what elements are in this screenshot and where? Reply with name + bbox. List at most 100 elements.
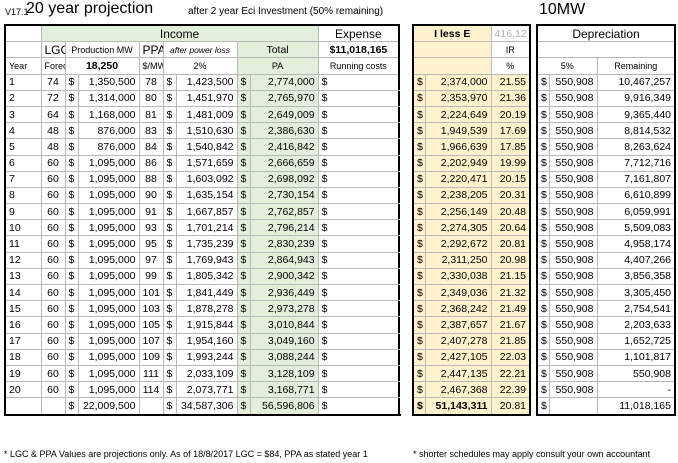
remaining-cell: 1,101,817	[596, 348, 676, 366]
dollar-sign: $	[317, 283, 400, 302]
ir-cell: 20.98	[490, 251, 532, 269]
ppa-value-cell: 1,878,278	[175, 300, 238, 318]
dep-cell: 550,908	[548, 381, 598, 399]
year-cell: 20	[4, 381, 42, 399]
table-row: $2,427,105 22.03	[412, 348, 532, 366]
dollar-sign: $	[162, 154, 177, 172]
dollar-sign: $	[162, 381, 177, 399]
ppa-cell: 95	[138, 235, 164, 253]
table-row: $2,224,649 20.19	[412, 105, 532, 124]
pct-header: 2%	[162, 57, 238, 75]
total-cell: 2,900,342	[249, 267, 319, 286]
dollar-sign: $	[536, 105, 550, 124]
ile-header: I less E	[411, 24, 492, 43]
total-header: Total	[236, 41, 319, 59]
table-row: 760$1,095,00088$1,603,092$2,698,092$477,…	[4, 170, 400, 188]
dollar-sign: $	[317, 300, 400, 318]
dollar-sign: $	[317, 203, 400, 221]
dollar-sign: $	[412, 348, 426, 366]
total-cell: 2,386,630	[249, 122, 319, 140]
remaining-cell: 4,407,266	[596, 251, 676, 269]
table-row: $2,447,135 22.21	[412, 364, 532, 383]
table-row: 1660$1,095,000105$1,915,844$3,010,844$62…	[4, 316, 400, 334]
lgc-cell: 60	[40, 316, 66, 334]
ile-cell: 2,427,105	[424, 348, 492, 366]
dep-cell: 550,908	[548, 219, 598, 237]
dollar-sign: $	[236, 397, 251, 416]
dollar-sign: $	[64, 381, 79, 399]
version-label: V17.1	[5, 7, 29, 17]
table-row: $550,908 8,814,532	[536, 122, 676, 140]
table-row: $550,908 6,610,899	[536, 186, 676, 205]
dollar-sign: $	[64, 219, 79, 237]
dollar-sign: $	[536, 348, 550, 366]
total-cell: 3,168,771	[249, 381, 319, 399]
production-cell: 1,095,000	[77, 219, 140, 237]
dollar-sign: $	[64, 251, 79, 269]
dollar-sign: $	[236, 203, 251, 221]
production-cell: 1,168,000	[77, 105, 140, 124]
year-cell: 13	[4, 267, 42, 286]
dollar-sign: $	[536, 235, 550, 253]
remaining-header: Remaining	[596, 57, 676, 75]
ppa-value-cell: 1,915,844	[175, 316, 238, 334]
dollar-sign: $	[412, 332, 426, 350]
year-cell: 5	[4, 138, 42, 156]
ile-cell: 2,374,000	[424, 73, 492, 91]
dollar-sign: $	[317, 235, 400, 253]
ppa-cell: 91	[138, 203, 164, 221]
table-row: $2,274,305 20.64	[412, 219, 532, 237]
dep-cell: 550,908	[548, 267, 598, 286]
production-cell: 1,095,000	[77, 186, 140, 205]
dollar-sign: $	[412, 203, 426, 221]
dollar-sign: $	[412, 89, 426, 107]
dollar-sign: $	[317, 138, 400, 156]
ir-cell: 17.69	[490, 122, 532, 140]
ir-cell: 21.32	[490, 283, 532, 302]
ir-cell: 22.39	[490, 381, 532, 399]
production-cell: 1,095,000	[77, 235, 140, 253]
remaining-cell: 5,509,083	[596, 219, 676, 237]
production-cell: 1,350,500	[77, 73, 140, 91]
dollar-sign: $	[64, 397, 79, 416]
dollar-sign: $	[317, 397, 400, 416]
dollar-sign: $	[64, 348, 79, 366]
ppa-value-cell: 1,510,630	[175, 122, 238, 140]
dollar-sign: $	[412, 154, 426, 172]
ile-extra: 416.12	[490, 24, 532, 43]
ppa-cell: 103	[138, 300, 164, 318]
depreciation-header: Depreciation	[536, 24, 676, 43]
ile-cell: 2,467,368	[424, 381, 492, 399]
total-cell: 2,730,154	[249, 186, 319, 205]
ppa-value-cell: 1,423,500	[175, 73, 238, 91]
dollar-sign: $	[162, 186, 177, 205]
ppa-cell: 99	[138, 267, 164, 286]
table-row: $2,311,250 20.98	[412, 251, 532, 269]
ile-cell: 2,368,242	[424, 300, 492, 318]
dollar-sign: $	[162, 348, 177, 366]
table-row: $550,908 1,101,817	[536, 348, 676, 366]
dollar-sign: $	[236, 235, 251, 253]
ir-cell: 22.03	[490, 348, 532, 366]
table-row: $2,220,471 20.15	[412, 170, 532, 188]
production-cell: 1,095,000	[77, 267, 140, 286]
totals-row: $22,009,500$34,587,306$56,596,806$5,453,…	[4, 397, 400, 416]
dollar-sign: $	[162, 122, 177, 140]
remaining-cell: 2,754,541	[596, 300, 676, 318]
dollar-sign: $	[236, 381, 251, 399]
dollar-sign: $	[317, 122, 400, 140]
ppa-value-cell: 1,451,970	[175, 89, 238, 107]
dollar-sign: $	[536, 251, 550, 269]
ppa-cell: 83	[138, 122, 164, 140]
ppa-value-cell: 1,993,244	[175, 348, 238, 366]
ile-cell: 2,349,036	[424, 283, 492, 302]
ppa-value-cell: 1,735,239	[175, 235, 238, 253]
total-cell: 2,830,239	[249, 235, 319, 253]
year-cell: 18	[4, 348, 42, 366]
dollar-sign: $	[64, 203, 79, 221]
ile-cell: 2,256,149	[424, 203, 492, 221]
ir-cell: 21.85	[490, 332, 532, 350]
ile-cell: 1,949,539	[424, 122, 492, 140]
dollar-sign: $	[64, 186, 79, 205]
ile-cell: 2,407,278	[424, 332, 492, 350]
